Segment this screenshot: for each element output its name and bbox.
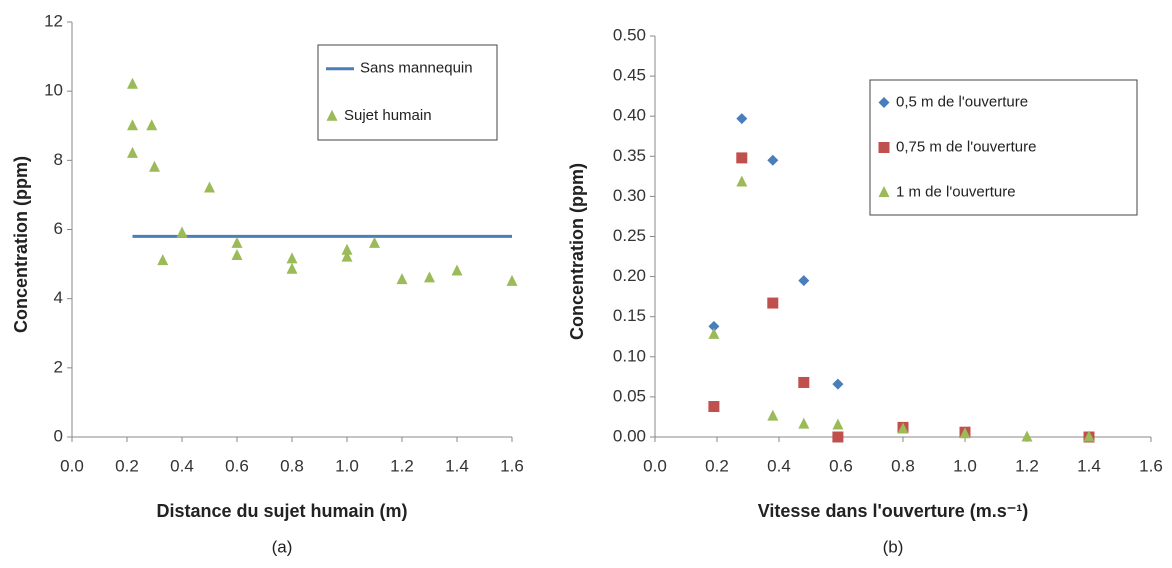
x-tick-label: 0.0 [643, 456, 667, 475]
y-tick-label: 0.30 [613, 186, 646, 205]
marker [204, 181, 215, 193]
marker [767, 154, 779, 166]
y-tick-label: 0.25 [613, 226, 646, 245]
marker [451, 264, 463, 276]
legend-label: Sans mannequin [360, 60, 473, 77]
marker [832, 431, 844, 443]
x-tick-label: 0.2 [115, 456, 139, 475]
y-tick-label: 12 [44, 11, 63, 30]
marker [127, 119, 138, 131]
marker [424, 271, 435, 283]
x-tick-label: 0.4 [170, 456, 194, 475]
marker [767, 409, 779, 421]
legend-box [317, 44, 498, 141]
y-tick-label: 0.00 [613, 426, 646, 445]
marker [798, 275, 810, 287]
marker [798, 417, 810, 429]
x-tick-label: 0.2 [705, 456, 729, 475]
legend-label: 1 m de l'ouverture [896, 183, 1016, 200]
caption: (a) [272, 537, 293, 556]
marker [767, 297, 779, 309]
x-tick-label: 0.0 [60, 456, 84, 475]
marker [157, 254, 169, 266]
marker [897, 422, 909, 434]
y-tick-label: 2 [54, 357, 63, 376]
marker [1083, 430, 1095, 442]
marker [231, 236, 243, 248]
legend-marker [878, 142, 890, 153]
marker [286, 262, 298, 274]
marker [286, 252, 298, 264]
marker [832, 378, 844, 390]
y-tick-label: 4 [54, 288, 63, 307]
x-tick-label: 0.8 [280, 456, 304, 475]
marker [506, 274, 518, 286]
x-tick-label: 0.6 [829, 456, 853, 475]
marker [176, 226, 188, 238]
y-tick-label: 0.45 [613, 66, 646, 85]
y-tick-label: 0.10 [613, 346, 646, 365]
x-tick-label: 1.6 [500, 456, 524, 475]
y-tick-label: 6 [54, 219, 63, 238]
x-tick-label: 1.2 [1015, 456, 1039, 475]
marker [832, 418, 844, 430]
legend-box [869, 79, 1138, 216]
y-axis-title: Concentration (ppm) [11, 156, 31, 333]
legend-label: 0,75 m de l'ouverture [896, 138, 1036, 155]
marker [127, 77, 138, 89]
marker [341, 243, 353, 255]
caption: (b) [883, 537, 904, 556]
x-tick-label: 1.2 [390, 456, 414, 475]
marker [149, 160, 160, 172]
marker [736, 113, 748, 125]
x-tick-label: 1.4 [1077, 456, 1101, 475]
y-tick-label: 0.05 [613, 386, 646, 405]
y-tick-label: 0.15 [613, 306, 646, 325]
y-tick-label: 0.20 [613, 266, 646, 285]
marker [708, 327, 720, 339]
marker [708, 320, 720, 332]
marker [959, 427, 971, 439]
legend-marker [878, 186, 890, 197]
y-tick-label: 0 [54, 426, 63, 445]
marker [341, 250, 353, 262]
x-tick-label: 0.6 [225, 456, 249, 475]
x-axis-title: Distance du sujet humain (m) [156, 501, 407, 521]
marker [736, 152, 748, 164]
y-tick-label: 0.40 [613, 106, 646, 125]
x-tick-label: 1.6 [1139, 456, 1163, 475]
marker [127, 146, 138, 158]
marker [736, 175, 748, 187]
legend-marker [878, 97, 890, 108]
x-tick-label: 0.4 [767, 456, 791, 475]
legend-label: Sujet humain [344, 107, 432, 124]
x-axis-title: Vitesse dans l'ouverture (m.s⁻¹) [758, 501, 1029, 521]
y-axis-title: Concentration (ppm) [567, 163, 587, 340]
y-tick-label: 10 [44, 81, 63, 100]
x-tick-label: 1.0 [335, 456, 359, 475]
marker [369, 236, 380, 248]
x-tick-label: 0.8 [891, 456, 915, 475]
marker [396, 273, 408, 285]
x-tick-label: 1.0 [953, 456, 977, 475]
y-tick-label: 0.35 [613, 146, 646, 165]
marker [798, 376, 810, 388]
marker [231, 248, 243, 260]
legend-marker [326, 109, 338, 121]
y-tick-label: 8 [54, 150, 63, 169]
y-tick-label: 0.50 [613, 25, 646, 44]
x-tick-label: 1.4 [445, 456, 469, 475]
legend-label: 0,5 m de l'ouverture [896, 93, 1028, 110]
marker [708, 401, 720, 413]
marker [1021, 430, 1033, 442]
marker [146, 119, 158, 131]
